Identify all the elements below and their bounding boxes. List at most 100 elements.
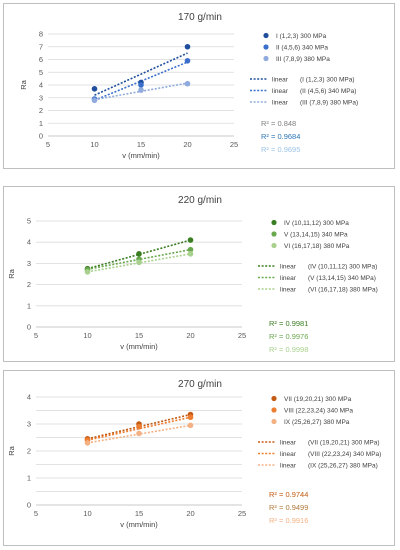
- legend-label: III (7,8,9) 380 MPa: [276, 56, 330, 63]
- y-tick-label: 5: [27, 217, 31, 226]
- y-tick-label: 2: [39, 106, 43, 115]
- data-point-s1: [136, 251, 142, 257]
- legend-label: V (13,14,15) 340 MPa: [284, 232, 348, 239]
- legend-marker: [263, 44, 269, 50]
- chart-panel-170: 170 g/min 0 1 2 3 4 5 6 7 8 5 10 15 20 25 v (mm/min) Ra I…: [3, 3, 395, 169]
- legend-label: VIII (22,23,24) 340 MPa: [284, 408, 353, 415]
- x-axis-label: v (mm/min): [120, 342, 158, 351]
- y-tick-label: 7: [39, 42, 43, 51]
- legend-trend-type: linear: [280, 275, 297, 282]
- y-tick-label: 3: [27, 259, 31, 268]
- data-point-s2: [187, 246, 194, 253]
- y-tick-label: 0: [27, 501, 31, 510]
- x-tick-label: 15: [137, 140, 145, 149]
- y-tick-label: 0: [39, 132, 43, 141]
- y-tick-label: 2: [27, 280, 31, 289]
- chart-170-svg: 170 g/min 0 1 2 3 4 5 6 7 8 5 10 15 20 25 v (mm/min) Ra I…: [19, 12, 358, 160]
- x-tick-label: 15: [135, 509, 143, 518]
- data-point-s3: [136, 259, 142, 266]
- x-tick-label: 25: [238, 331, 246, 340]
- y-tick-label: 1: [27, 301, 31, 310]
- data-point-s2: [184, 57, 191, 64]
- r-squared-label: R² = 0.9981: [269, 319, 308, 328]
- chart-220-svg: 220 g/min 0 1 2 3 4 5 5 10 15 20 25 v (mm/min) Ra IV (…: [7, 195, 378, 354]
- y-tick-label: 1: [39, 119, 43, 128]
- legend-marker: [271, 219, 277, 226]
- chart-panel-270: 270 g/min 0 1 2 3 4 5 10 15 20 25 v (mm/min) Ra VII (…: [3, 370, 395, 546]
- data-point-s1: [91, 86, 98, 92]
- trendline-1: [94, 52, 188, 96]
- legend-marker: [271, 242, 277, 249]
- legend-trend-type: linear: [272, 77, 289, 84]
- x-axis-label: v (mm/min): [122, 151, 160, 160]
- data-point-s2: [138, 82, 144, 88]
- trendline-2: [87, 416, 191, 441]
- legend-marker: [271, 418, 277, 425]
- r-squared-label: R² = 0.848: [261, 119, 296, 128]
- y-axis-label: Ra: [19, 79, 28, 89]
- r-squared-label: R² = 0.9998: [269, 345, 308, 354]
- y-tick-label: 8: [39, 30, 43, 39]
- y-axis-label: Ra: [7, 268, 16, 278]
- data-point-s3: [136, 430, 142, 437]
- legend-label: I (1,2,3) 300 MPa: [276, 33, 327, 40]
- legend-trend-type: linear: [280, 287, 297, 294]
- r-squared-label: R² = 0.9744: [269, 490, 308, 499]
- y-tick-label: 6: [39, 55, 43, 64]
- y-tick-label: 4: [27, 238, 31, 247]
- legend-trend-name: (VI (16,17,18) 380 MPa): [308, 287, 378, 294]
- legend-trend-type: linear: [272, 88, 289, 95]
- data-point-s2: [136, 423, 142, 430]
- x-tick-label: 20: [186, 331, 194, 340]
- legend-trend-name: (VII (19,20,21) 300 MPa): [308, 440, 380, 447]
- legend-marker: [271, 407, 277, 413]
- chart-title: 220 g/min: [178, 195, 222, 206]
- legend-trend-name: (III (7,8,9) 380 MPa): [300, 100, 358, 107]
- legend-trend-type: linear: [272, 100, 289, 107]
- trendline-1: [87, 413, 191, 440]
- y-tick-label: 5: [39, 68, 43, 77]
- x-tick-label: 25: [230, 140, 238, 149]
- x-tick-label: 15: [135, 331, 143, 340]
- legend-marker: [271, 395, 277, 402]
- r-squared-label: R² = 0.9916: [269, 516, 308, 525]
- x-tick-label: 10: [90, 140, 98, 149]
- legend-label: VII (19,20,21) 300 MPa: [284, 396, 352, 403]
- data-point-s3: [138, 87, 144, 93]
- legend-marker: [271, 231, 277, 237]
- legend-trend-name: (II (4,5,6) 340 MPa): [300, 88, 356, 95]
- legend-trend-type: linear: [280, 264, 297, 271]
- y-tick-label: 4: [39, 81, 43, 90]
- r-squared-label: R² = 0.9499: [269, 503, 308, 512]
- data-point-s2: [187, 414, 194, 421]
- data-point-s3: [84, 440, 91, 446]
- y-tick-label: 2: [27, 447, 31, 456]
- legend-label: IX (25,26,27) 380 MPa: [284, 419, 350, 426]
- x-tick-label: 20: [186, 509, 194, 518]
- legend-trend-name: (IV (10,11,12) 300 MPa): [308, 264, 377, 271]
- legend-trend-name: (IX (25,26,27) 380 MPa): [308, 463, 378, 470]
- y-tick-label: 3: [39, 93, 43, 102]
- x-tick-label: 5: [34, 509, 38, 518]
- data-point-s3: [184, 80, 191, 87]
- x-tick-label: 5: [34, 331, 38, 340]
- legend-trend-type: linear: [280, 463, 297, 470]
- trendline-2: [87, 248, 191, 271]
- data-point-s3: [187, 251, 194, 257]
- chart-title: 170 g/min: [178, 12, 222, 23]
- y-tick-label: 1: [27, 474, 31, 483]
- legend-trend-name: (V (13,14,15) 340 MPa): [308, 275, 376, 282]
- data-point-s1: [187, 237, 194, 243]
- x-tick-label: 5: [46, 140, 50, 149]
- legend-label: VI (16,17,18) 380 MPa: [284, 243, 350, 250]
- r-squared-label: R² = 0.9976: [269, 332, 308, 341]
- legend-marker: [263, 55, 269, 62]
- chart-title: 270 g/min: [178, 379, 222, 390]
- x-tick-label: 10: [83, 509, 91, 518]
- y-axis-label: Ra: [7, 445, 16, 455]
- chart-panel-220: 220 g/min 0 1 2 3 4 5 5 10 15 20 25 v (mm/min) Ra IV (…: [3, 186, 395, 362]
- legend-trend-name: (I (1,2,3) 300 MPa): [300, 77, 355, 84]
- y-tick-label: 0: [27, 323, 31, 332]
- data-point-s3: [91, 97, 98, 104]
- legend-trend-type: linear: [280, 451, 297, 458]
